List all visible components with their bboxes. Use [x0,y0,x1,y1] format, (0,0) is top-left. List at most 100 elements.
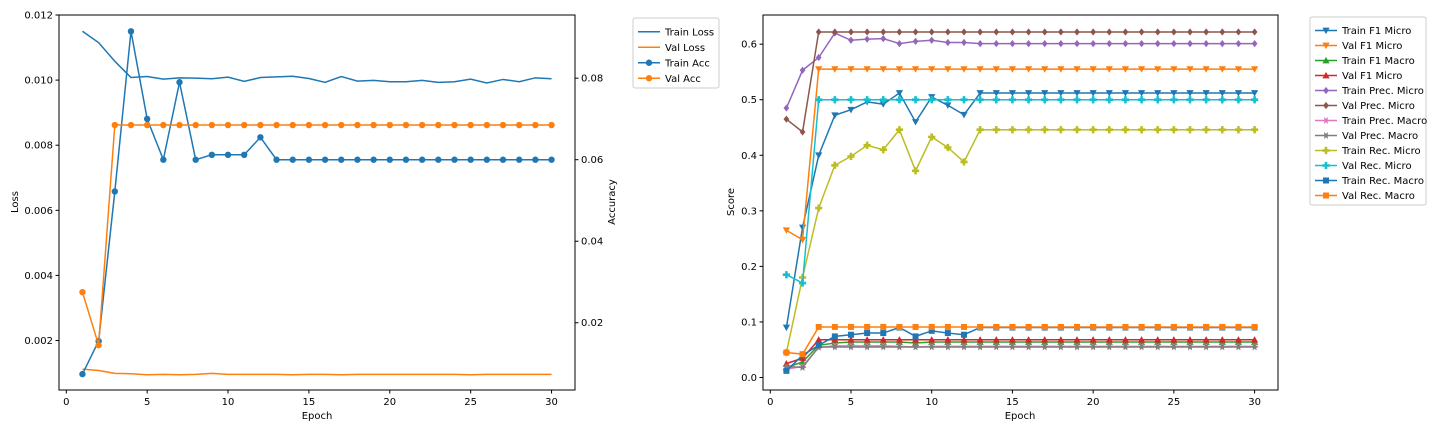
data-point [1251,40,1258,48]
data-point [944,28,951,36]
y2-tick-label: 0.06 [581,155,603,166]
data-point [1009,323,1016,330]
data-point [273,121,280,129]
data-point [1187,40,1193,48]
data-point [992,126,1000,134]
data-point [1186,90,1194,97]
data-point [451,121,458,129]
data-point [815,336,823,343]
data-point [1218,90,1226,97]
data-point [960,96,968,104]
data-point [960,331,967,338]
legend-label: Train Rec. Macro [1341,176,1424,187]
data-point [879,336,887,343]
data-point [1218,66,1226,73]
series-train-f1-micro [782,90,1259,332]
legend-item-val-rec-macro: Val Rec. Macro [1315,191,1415,202]
data-point [1057,323,1064,330]
data-point [338,156,345,163]
legend-label: Val Rec. Micro [1342,161,1412,172]
data-point [1008,66,1017,73]
data-point [1089,96,1097,104]
legend-item-train-rec-micro: Train Rec. Micro [1315,146,1421,157]
data-point [880,323,887,330]
data-point [782,360,791,367]
data-point [1057,66,1065,73]
data-point [895,66,904,73]
data-point [1041,40,1048,48]
x-tick-label: 30 [545,397,558,408]
data-point [799,128,806,136]
data-point [782,324,791,332]
data-point [435,156,442,163]
data-point [847,106,855,114]
data-point [1089,343,1098,351]
data-point [1057,96,1065,104]
series-val-rec-micro [782,96,1259,287]
series-line-train-acc [81,31,552,375]
data-point [1186,126,1194,134]
data-point [127,28,135,35]
data-point [1202,66,1210,73]
data-point [1202,126,1210,134]
data-point [1009,28,1016,36]
data-point [224,121,232,129]
legend-marker [645,59,653,66]
data-point [830,343,839,351]
data-point [928,327,935,334]
data-point [1137,343,1146,351]
data-point [1219,40,1226,48]
data-point [799,351,806,358]
y2-tick-label: 0.02 [581,318,603,329]
data-point [1154,126,1162,134]
data-point [1024,90,1033,97]
data-point [1122,323,1129,330]
legend-label: Train Prec. Micro [1341,86,1424,97]
data-point [483,156,491,163]
data-point [111,121,119,129]
data-point [1009,40,1016,48]
loss-accuracy-chart: 0 5 10 15 20 25 30 0.0020.0040.0060.0080.0100.… [10,11,720,422]
data-point [1105,126,1113,134]
legend-label: Train F1 Micro [1341,26,1411,37]
score-chart: 0 5 10 15 20 25 30 0.0 0.1 0.2 0.3 0.4 0.5 0.6 Epoch… [726,14,1427,422]
series-val-rec-macro [783,323,1258,358]
legend-item-train-f1-macro: Train F1 Macro [1315,56,1415,67]
legend-marker [1323,192,1329,199]
legend-marker [1322,71,1330,79]
series-val-loss [82,368,552,376]
legend-item-train-rec-macro: Train Rec. Macro [1315,176,1424,187]
legend-frame [1309,16,1427,206]
legend-marker [1322,146,1330,155]
data-point [257,134,264,141]
x-tick-label: 25 [1168,397,1181,408]
chart0-plot [79,28,555,378]
data-point [1170,323,1177,330]
data-point [880,35,887,43]
data-point [879,66,887,73]
data-point [208,121,216,129]
data-point [928,133,936,141]
data-point [127,121,135,129]
series-line-val-acc [81,124,552,346]
data-point [992,96,1000,104]
data-point [1202,336,1210,343]
data-point [1024,96,1033,104]
data-point [847,96,855,104]
data-point [1138,40,1145,48]
data-point [944,38,951,47]
chart0-x-axis-label: Epoch [302,411,333,422]
data-point [1170,66,1178,73]
x-tick-label: 15 [1006,397,1019,408]
data-point [1121,126,1130,134]
data-point [1074,323,1081,330]
chart1-x-ticks: 0 5 10 15 20 25 30 [767,390,1261,408]
y-tick-label: 0.4 [741,151,757,162]
legend-label: Val Acc [665,74,701,85]
data-point [1057,40,1064,48]
series-line-val-rec-micro [786,98,1255,285]
data-point [1154,40,1161,48]
series-line-train-rec-micro [785,128,1255,353]
data-point [992,90,1000,97]
data-point [977,28,984,36]
